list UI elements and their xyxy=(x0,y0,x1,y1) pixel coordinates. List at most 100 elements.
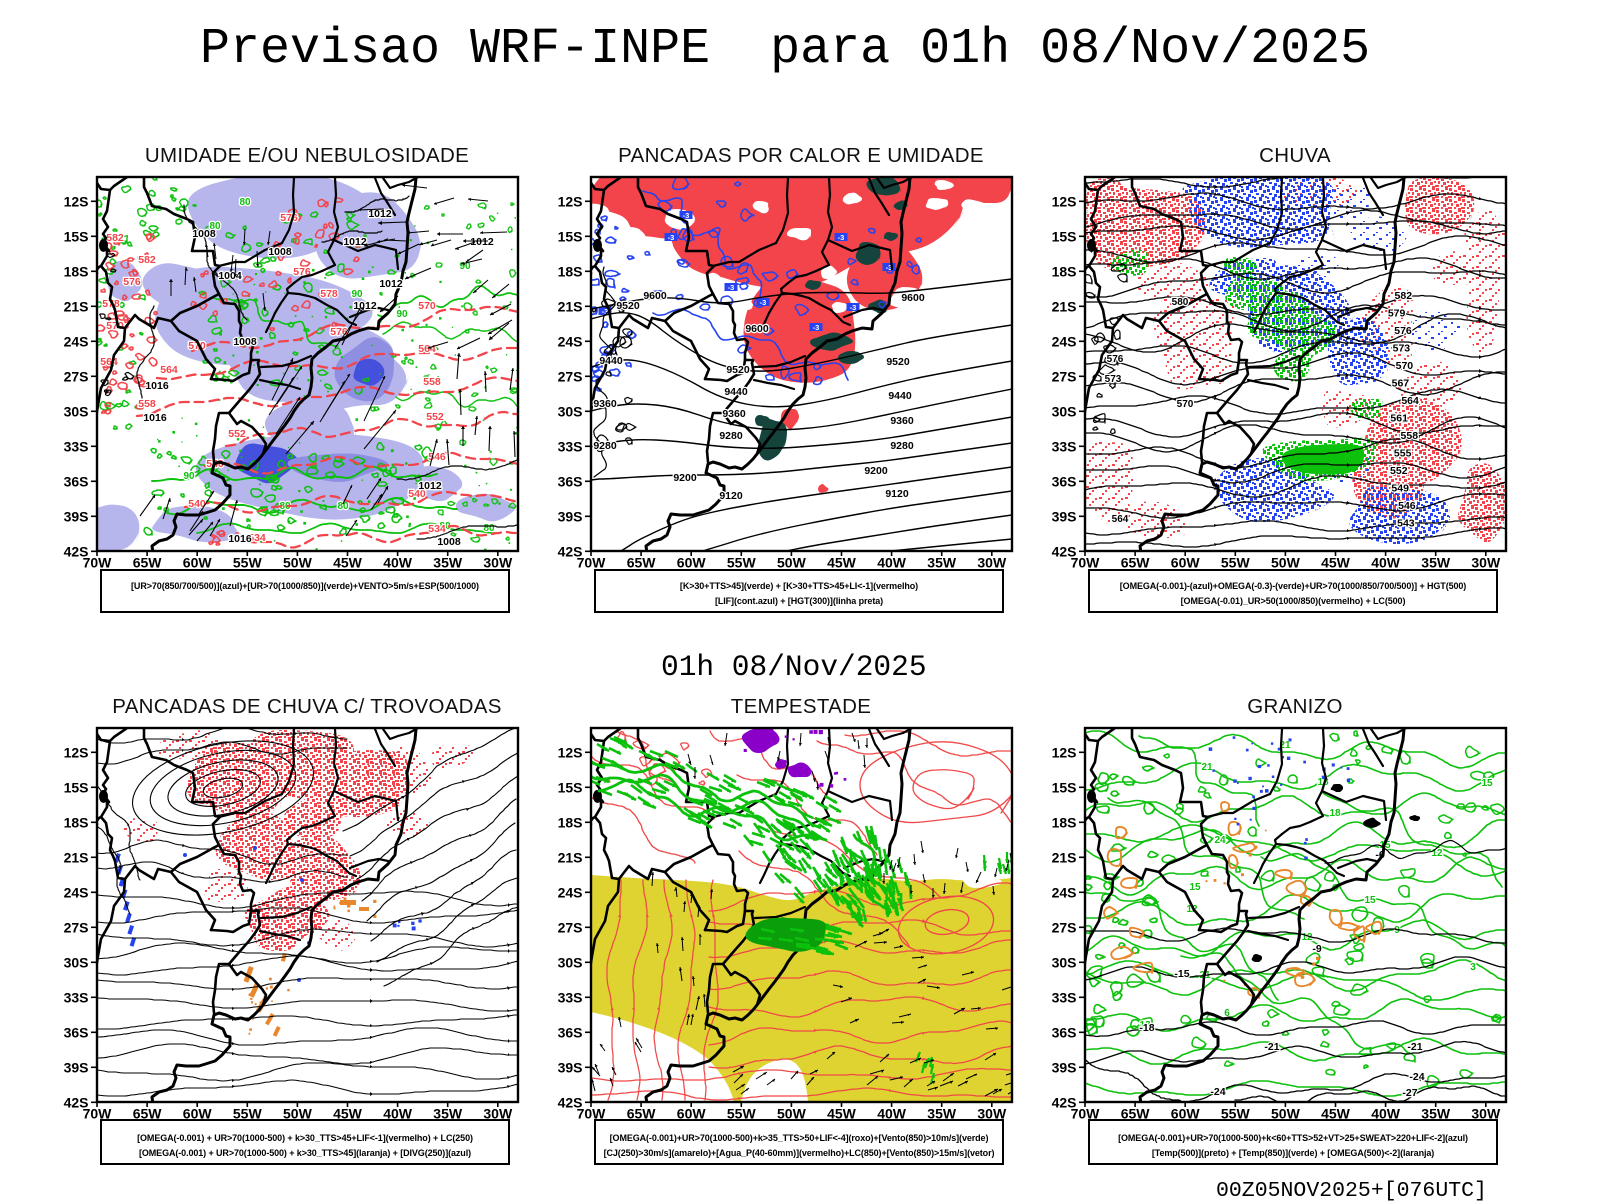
svg-text:582: 582 xyxy=(138,254,156,266)
svg-text:9440: 9440 xyxy=(599,355,623,367)
svg-text:9520: 9520 xyxy=(726,364,750,376)
svg-text:9360: 9360 xyxy=(593,398,617,410)
svg-text:27S: 27S xyxy=(1052,368,1077,384)
svg-text:39S: 39S xyxy=(558,1059,583,1075)
svg-text:39S: 39S xyxy=(1052,1059,1077,1075)
svg-text:21S: 21S xyxy=(1052,298,1077,314)
svg-text:9280: 9280 xyxy=(890,440,914,452)
svg-text:1008: 1008 xyxy=(192,228,216,240)
svg-text:90: 90 xyxy=(183,471,195,482)
svg-text:540: 540 xyxy=(408,488,426,500)
svg-text:576: 576 xyxy=(280,212,298,224)
svg-text:570: 570 xyxy=(418,300,436,312)
svg-text:39S: 39S xyxy=(64,1059,89,1075)
svg-text:-3: -3 xyxy=(886,263,893,272)
svg-text:24S: 24S xyxy=(558,333,583,349)
svg-text:582: 582 xyxy=(1395,290,1413,302)
svg-text:576: 576 xyxy=(1107,354,1124,365)
svg-text:-21: -21 xyxy=(1407,1041,1422,1053)
svg-text:40W: 40W xyxy=(1371,1106,1401,1122)
svg-text:1008: 1008 xyxy=(437,536,461,548)
svg-text:9200: 9200 xyxy=(864,465,888,477)
svg-text:12S: 12S xyxy=(1052,193,1077,209)
svg-text:27S: 27S xyxy=(1052,919,1077,935)
svg-text:45W: 45W xyxy=(1321,1106,1351,1122)
svg-text:24S: 24S xyxy=(1052,884,1077,900)
svg-text:1012: 1012 xyxy=(368,208,392,220)
svg-text:24S: 24S xyxy=(558,884,583,900)
svg-text:549: 549 xyxy=(1391,483,1409,495)
svg-text:18S: 18S xyxy=(558,814,583,830)
svg-text:18S: 18S xyxy=(64,263,89,279)
svg-text:564: 564 xyxy=(1401,395,1419,407)
svg-text:42S: 42S xyxy=(558,1094,583,1110)
svg-text:80: 80 xyxy=(239,197,251,208)
svg-text:578: 578 xyxy=(320,288,338,300)
svg-text:15S: 15S xyxy=(1052,228,1077,244)
svg-text:30W: 30W xyxy=(977,555,1007,571)
svg-text:39S: 39S xyxy=(558,508,583,524)
svg-text:576: 576 xyxy=(1394,325,1412,337)
svg-text:30S: 30S xyxy=(1052,954,1077,970)
svg-text:21S: 21S xyxy=(558,298,583,314)
svg-text:55W: 55W xyxy=(727,1106,757,1122)
svg-text:9600: 9600 xyxy=(745,323,769,335)
svg-text:18S: 18S xyxy=(1052,263,1077,279)
svg-text:21S: 21S xyxy=(558,849,583,865)
svg-text:55W: 55W xyxy=(233,1106,263,1122)
svg-text:27S: 27S xyxy=(558,368,583,384)
svg-text:60W: 60W xyxy=(183,1106,213,1122)
svg-text:570: 570 xyxy=(106,320,124,332)
svg-text:33S: 33S xyxy=(558,989,583,1005)
svg-text:18S: 18S xyxy=(64,814,89,830)
svg-text:55W: 55W xyxy=(1221,555,1251,571)
svg-text:90: 90 xyxy=(351,289,363,300)
svg-text:42S: 42S xyxy=(1052,543,1077,559)
svg-text:35W: 35W xyxy=(433,1106,463,1122)
svg-text:60W: 60W xyxy=(1171,555,1201,571)
svg-text:40W: 40W xyxy=(383,1106,413,1122)
svg-text:570: 570 xyxy=(1177,399,1194,410)
svg-text:-3: -3 xyxy=(813,323,820,332)
svg-text:90: 90 xyxy=(396,309,408,320)
svg-text:45W: 45W xyxy=(333,555,363,571)
svg-text:9280: 9280 xyxy=(593,440,617,452)
svg-text:33S: 33S xyxy=(64,989,89,1005)
svg-text:35W: 35W xyxy=(433,555,463,571)
svg-text:561: 561 xyxy=(1390,413,1408,425)
svg-text:50W: 50W xyxy=(777,555,807,571)
svg-text:80: 80 xyxy=(279,501,291,512)
svg-text:33S: 33S xyxy=(558,438,583,454)
svg-text:552: 552 xyxy=(1390,465,1408,477)
svg-text:42S: 42S xyxy=(558,543,583,559)
svg-text:90: 90 xyxy=(459,261,471,272)
svg-text:21S: 21S xyxy=(1052,849,1077,865)
svg-text:9600: 9600 xyxy=(901,292,925,304)
svg-text:12S: 12S xyxy=(64,744,89,760)
svg-text:70W: 70W xyxy=(83,1106,113,1122)
svg-text:573: 573 xyxy=(1105,374,1122,385)
svg-text:40W: 40W xyxy=(877,1106,907,1122)
svg-text:33S: 33S xyxy=(1052,438,1077,454)
svg-text:576: 576 xyxy=(123,276,141,288)
svg-text:-3: -3 xyxy=(850,303,857,312)
svg-text:65W: 65W xyxy=(627,1106,657,1122)
svg-text:1012: 1012 xyxy=(343,236,367,248)
svg-text:30S: 30S xyxy=(1052,403,1077,419)
svg-text:9360: 9360 xyxy=(722,408,746,420)
svg-text:558: 558 xyxy=(1401,430,1419,442)
svg-text:1016: 1016 xyxy=(143,412,167,424)
svg-text:30S: 30S xyxy=(64,403,89,419)
svg-text:45W: 45W xyxy=(827,1106,857,1122)
svg-text:45W: 45W xyxy=(1321,555,1351,571)
svg-text:567: 567 xyxy=(1392,378,1410,390)
svg-text:534: 534 xyxy=(428,523,446,535)
svg-text:-15: -15 xyxy=(1174,968,1189,980)
svg-text:564: 564 xyxy=(160,364,178,376)
svg-text:543: 543 xyxy=(1397,518,1415,530)
svg-text:27S: 27S xyxy=(64,919,89,935)
svg-text:564: 564 xyxy=(418,343,436,355)
svg-text:15: 15 xyxy=(1364,895,1376,906)
svg-text:558: 558 xyxy=(423,376,441,388)
svg-text:55W: 55W xyxy=(727,555,757,571)
